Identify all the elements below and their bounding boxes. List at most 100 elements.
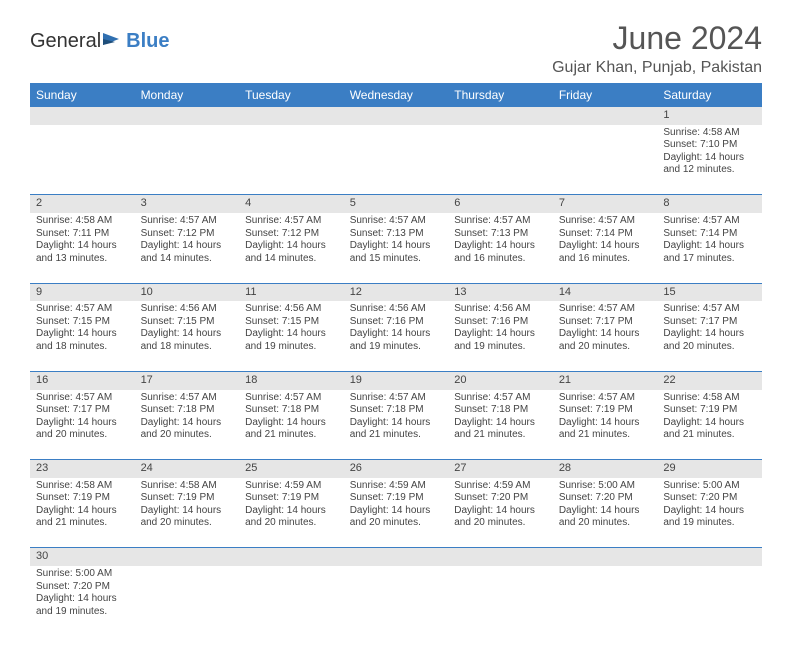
day-content-row: Sunrise: 4:57 AMSunset: 7:15 PMDaylight:… [30,301,762,371]
day-content-cell: Sunrise: 4:57 AMSunset: 7:17 PMDaylight:… [657,301,762,371]
day-content-cell [30,125,135,195]
day-info-line: Sunset: 7:10 PM [663,139,756,152]
day-content-row: Sunrise: 5:00 AMSunset: 7:20 PMDaylight:… [30,566,762,636]
day-number-cell: 14 [553,283,658,301]
weekday-header: Wednesday [344,83,449,107]
day-number-cell: 23 [30,460,135,478]
weekday-header: Thursday [448,83,553,107]
day-info-line: Daylight: 14 hours [559,240,652,253]
day-content-cell: Sunrise: 4:58 AMSunset: 7:19 PMDaylight:… [657,390,762,460]
day-number-cell: 5 [344,195,449,213]
day-info-line: Sunrise: 4:57 AM [454,392,547,405]
day-number-cell [30,107,135,125]
day-info-line: Sunset: 7:19 PM [36,492,129,505]
day-content-cell [135,566,240,636]
day-info-line: Sunrise: 4:58 AM [663,127,756,140]
day-info-line: and 20 minutes. [350,517,443,530]
day-info-line: and 14 minutes. [141,253,234,266]
day-content-cell: Sunrise: 4:58 AMSunset: 7:11 PMDaylight:… [30,213,135,283]
day-number-cell [135,548,240,566]
day-number-cell: 1 [657,107,762,125]
day-info-line: Sunrise: 4:57 AM [663,303,756,316]
day-number-row: 30 [30,548,762,566]
day-content-cell: Sunrise: 4:57 AMSunset: 7:14 PMDaylight:… [553,213,658,283]
day-info-line: and 20 minutes. [559,341,652,354]
day-info-line: Sunrise: 4:56 AM [350,303,443,316]
day-info-line: Sunset: 7:12 PM [245,228,338,241]
calendar-body: 1Sunrise: 4:58 AMSunset: 7:10 PMDaylight… [30,107,762,636]
day-content-cell [553,125,658,195]
day-info-line: Sunrise: 4:57 AM [141,215,234,228]
day-info-line: Daylight: 14 hours [141,417,234,430]
day-info-line: Sunrise: 4:57 AM [559,392,652,405]
day-info-line: Sunrise: 4:56 AM [245,303,338,316]
day-info-line: and 20 minutes. [454,517,547,530]
day-info-line: Daylight: 14 hours [350,505,443,518]
day-info-line: Sunset: 7:15 PM [36,316,129,329]
weekday-header: Saturday [657,83,762,107]
day-number-cell: 19 [344,371,449,389]
day-number-cell [239,548,344,566]
day-number-cell: 16 [30,371,135,389]
day-info-line: Daylight: 14 hours [559,328,652,341]
day-info-line: and 21 minutes. [350,429,443,442]
day-content-cell: Sunrise: 4:59 AMSunset: 7:19 PMDaylight:… [344,478,449,548]
day-content-row: Sunrise: 4:57 AMSunset: 7:17 PMDaylight:… [30,390,762,460]
day-info-line: and 19 minutes. [245,341,338,354]
day-content-cell: Sunrise: 4:57 AMSunset: 7:12 PMDaylight:… [239,213,344,283]
title-block: June 2024 Gujar Khan, Punjab, Pakistan [552,20,762,77]
day-number-cell: 9 [30,283,135,301]
day-content-cell: Sunrise: 4:57 AMSunset: 7:18 PMDaylight:… [135,390,240,460]
day-info-line: Sunrise: 4:57 AM [350,392,443,405]
day-info-line: Sunset: 7:13 PM [350,228,443,241]
day-number-cell [553,548,658,566]
day-info-line: Daylight: 14 hours [36,240,129,253]
day-info-line: Sunset: 7:18 PM [454,404,547,417]
day-info-line: Sunset: 7:11 PM [36,228,129,241]
day-info-line: Sunset: 7:17 PM [663,316,756,329]
day-info-line: Daylight: 14 hours [36,417,129,430]
day-info-line: Sunrise: 4:57 AM [36,303,129,316]
day-number-cell: 27 [448,460,553,478]
day-info-line: Sunset: 7:15 PM [245,316,338,329]
day-info-line: Sunset: 7:16 PM [350,316,443,329]
day-info-line: and 20 minutes. [141,517,234,530]
day-number-cell: 10 [135,283,240,301]
day-info-line: and 17 minutes. [663,253,756,266]
day-content-cell: Sunrise: 4:57 AMSunset: 7:13 PMDaylight:… [448,213,553,283]
day-content-cell [239,125,344,195]
day-info-line: and 12 minutes. [663,164,756,177]
weekday-header: Friday [553,83,658,107]
day-info-line: and 21 minutes. [36,517,129,530]
day-content-cell: Sunrise: 4:56 AMSunset: 7:16 PMDaylight:… [344,301,449,371]
day-info-line: Sunset: 7:19 PM [350,492,443,505]
day-content-cell [553,566,658,636]
day-content-cell: Sunrise: 4:58 AMSunset: 7:10 PMDaylight:… [657,125,762,195]
day-info-line: Daylight: 14 hours [350,417,443,430]
day-info-line: Daylight: 14 hours [350,240,443,253]
day-info-line: Daylight: 14 hours [454,240,547,253]
day-info-line: and 18 minutes. [36,341,129,354]
day-number-cell [344,107,449,125]
day-info-line: Daylight: 14 hours [663,328,756,341]
day-content-cell: Sunrise: 4:57 AMSunset: 7:15 PMDaylight:… [30,301,135,371]
day-info-line: Daylight: 14 hours [36,593,129,606]
day-info-line: Daylight: 14 hours [559,505,652,518]
day-number-cell: 29 [657,460,762,478]
day-info-line: and 18 minutes. [141,341,234,354]
day-content-cell: Sunrise: 4:57 AMSunset: 7:18 PMDaylight:… [239,390,344,460]
day-number-cell [448,107,553,125]
day-content-cell: Sunrise: 4:57 AMSunset: 7:19 PMDaylight:… [553,390,658,460]
day-content-cell: Sunrise: 4:57 AMSunset: 7:13 PMDaylight:… [344,213,449,283]
day-info-line: Sunrise: 4:56 AM [141,303,234,316]
day-info-line: and 16 minutes. [454,253,547,266]
day-number-cell: 25 [239,460,344,478]
day-info-line: and 21 minutes. [245,429,338,442]
day-content-cell [448,125,553,195]
day-info-line: Daylight: 14 hours [245,505,338,518]
day-number-cell: 11 [239,283,344,301]
day-content-cell [135,125,240,195]
day-info-line: Sunset: 7:19 PM [245,492,338,505]
day-info-line: Sunset: 7:17 PM [36,404,129,417]
day-info-line: Daylight: 14 hours [663,152,756,165]
